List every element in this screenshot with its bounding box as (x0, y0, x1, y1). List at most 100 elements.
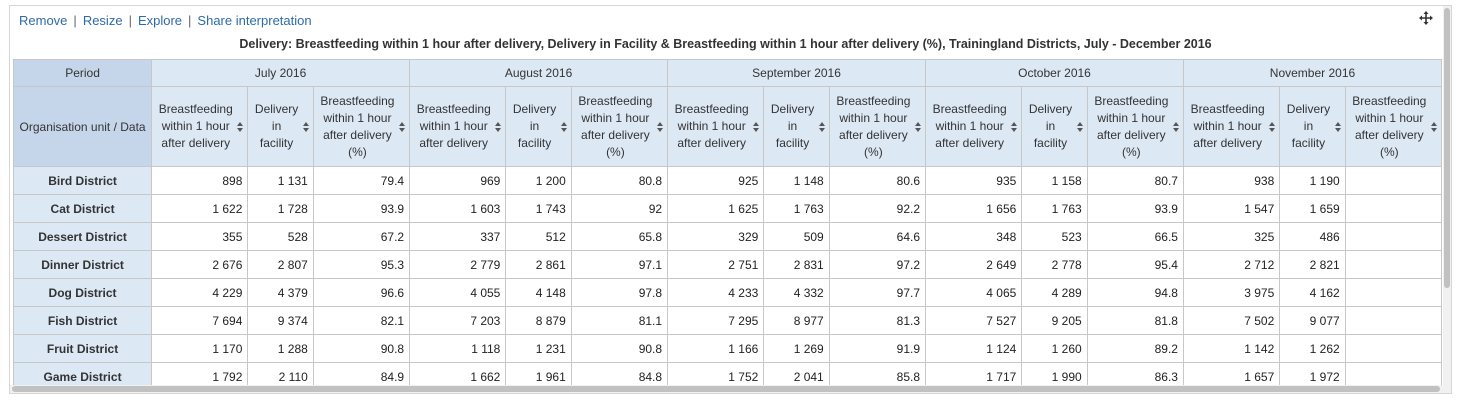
value-cell[interactable] (1344, 362, 1442, 385)
sort-icon[interactable] (657, 121, 664, 132)
value-cell[interactable]: 80.8 (570, 166, 669, 195)
sort-icon[interactable] (1269, 121, 1276, 132)
breastfeeding-percent-header[interactable]: Breastfeeding within 1 hour after delivery… (1086, 86, 1184, 167)
value-cell[interactable]: 4 332 (763, 278, 830, 307)
value-cell[interactable] (1344, 222, 1442, 251)
breastfeeding-header[interactable]: Breastfeeding within 1 hour after delivery (151, 86, 249, 167)
value-cell[interactable]: 82.1 (312, 306, 411, 335)
explore-link[interactable]: Explore (137, 13, 183, 28)
value-cell[interactable]: 1 603 (409, 194, 507, 223)
breastfeeding-percent-header[interactable]: Breastfeeding within 1 hour after delivery… (828, 86, 927, 167)
sort-icon[interactable] (1334, 121, 1341, 132)
value-cell[interactable]: 90.8 (570, 334, 669, 363)
value-cell[interactable]: 348 (925, 222, 1023, 251)
breastfeeding-header[interactable]: Breastfeeding within 1 hour after delivery (925, 86, 1023, 167)
value-cell[interactable]: 97.1 (570, 250, 669, 279)
value-cell[interactable]: 1 728 (247, 194, 314, 223)
value-cell[interactable]: 4 055 (409, 278, 507, 307)
value-cell[interactable]: 84.9 (312, 362, 411, 385)
breastfeeding-header[interactable]: Breastfeeding within 1 hour after delivery (667, 86, 765, 167)
sort-icon[interactable] (818, 121, 825, 132)
value-cell[interactable]: 512 (505, 222, 572, 251)
value-cell[interactable]: 2 778 (1021, 250, 1088, 279)
value-cell[interactable]: 523 (1021, 222, 1088, 251)
value-cell[interactable]: 486 (1279, 222, 1346, 251)
value-cell[interactable]: 7 694 (151, 306, 249, 335)
value-cell[interactable]: 4 289 (1021, 278, 1088, 307)
value-cell[interactable]: 4 148 (505, 278, 572, 307)
value-cell[interactable]: 1 743 (505, 194, 572, 223)
sort-icon[interactable] (915, 121, 922, 132)
value-cell[interactable]: 1 262 (1279, 334, 1346, 363)
value-cell[interactable]: 1 118 (409, 334, 507, 363)
value-cell[interactable]: 337 (409, 222, 507, 251)
value-cell[interactable]: 1 657 (1182, 362, 1281, 385)
scrollbar-thumb[interactable] (12, 386, 1440, 392)
value-cell[interactable]: 329 (667, 222, 765, 251)
value-cell[interactable]: 92 (570, 194, 669, 223)
value-cell[interactable]: 1 990 (1021, 362, 1088, 385)
value-cell[interactable]: 1 752 (667, 362, 765, 385)
value-cell[interactable]: 1 961 (505, 362, 572, 385)
value-cell[interactable] (1344, 166, 1442, 195)
move-arrows-icon[interactable] (1419, 11, 1433, 25)
sort-icon[interactable] (1076, 121, 1083, 132)
value-cell[interactable]: 1 158 (1021, 166, 1088, 195)
value-cell[interactable]: 1 662 (409, 362, 507, 385)
value-cell[interactable]: 94.8 (1086, 278, 1184, 307)
sort-icon[interactable] (237, 121, 244, 132)
sort-icon[interactable] (1431, 121, 1437, 132)
value-cell[interactable]: 2 831 (763, 250, 830, 279)
value-cell[interactable]: 93.9 (312, 194, 411, 223)
value-cell[interactable]: 2 751 (667, 250, 765, 279)
value-cell[interactable]: 1 260 (1021, 334, 1088, 363)
breastfeeding-percent-header[interactable]: Breastfeeding within 1 hour after delivery… (312, 86, 411, 167)
sort-icon[interactable] (1172, 121, 1179, 132)
delivery-in-facility-header[interactable]: Delivery in facility (1279, 86, 1346, 167)
value-cell[interactable]: 1 142 (1182, 334, 1281, 363)
value-cell[interactable]: 1 622 (151, 194, 249, 223)
value-cell[interactable]: 1 200 (505, 166, 572, 195)
value-cell[interactable]: 7 527 (925, 306, 1023, 335)
sort-icon[interactable] (560, 121, 567, 132)
value-cell[interactable]: 1 166 (667, 334, 765, 363)
value-cell[interactable]: 7 203 (409, 306, 507, 335)
value-cell[interactable]: 4 065 (925, 278, 1023, 307)
value-cell[interactable]: 91.9 (828, 334, 927, 363)
value-cell[interactable]: 67.2 (312, 222, 411, 251)
value-cell[interactable]: 9 077 (1279, 306, 1346, 335)
value-cell[interactable]: 2 779 (409, 250, 507, 279)
remove-link[interactable]: Remove (19, 13, 68, 28)
breastfeeding-percent-header[interactable]: Breastfeeding within 1 hour after delivery… (1344, 86, 1442, 167)
value-cell[interactable]: 1 656 (925, 194, 1023, 223)
value-cell[interactable]: 969 (409, 166, 507, 195)
value-cell[interactable]: 2 110 (247, 362, 314, 385)
value-cell[interactable]: 1 792 (151, 362, 249, 385)
value-cell[interactable]: 1 763 (763, 194, 830, 223)
value-cell[interactable]: 89.2 (1086, 334, 1184, 363)
value-cell[interactable]: 66.5 (1086, 222, 1184, 251)
value-cell[interactable]: 1 131 (247, 166, 314, 195)
value-cell[interactable]: 90.8 (312, 334, 411, 363)
value-cell[interactable]: 2 712 (1182, 250, 1281, 279)
share-interpretation-link[interactable]: Share interpretation (197, 13, 312, 28)
value-cell[interactable]: 65.8 (570, 222, 669, 251)
value-cell[interactable]: 4 233 (667, 278, 765, 307)
value-cell[interactable]: 9 374 (247, 306, 314, 335)
value-cell[interactable]: 81.1 (570, 306, 669, 335)
value-cell[interactable]: 3 975 (1182, 278, 1281, 307)
value-cell[interactable]: 4 229 (151, 278, 249, 307)
value-cell[interactable]: 64.6 (828, 222, 927, 251)
value-cell[interactable]: 8 879 (505, 306, 572, 335)
value-cell[interactable]: 325 (1182, 222, 1281, 251)
value-cell[interactable]: 84.8 (570, 362, 669, 385)
scrollbar-thumb[interactable] (1444, 8, 1450, 288)
value-cell[interactable]: 7 502 (1182, 306, 1281, 335)
horizontal-scrollbar[interactable] (10, 385, 1445, 393)
value-cell[interactable]: 1 659 (1279, 194, 1346, 223)
value-cell[interactable]: 2 807 (247, 250, 314, 279)
value-cell[interactable]: 935 (925, 166, 1023, 195)
value-cell[interactable]: 1 190 (1279, 166, 1346, 195)
delivery-in-facility-header[interactable]: Delivery in facility (763, 86, 830, 167)
value-cell[interactable] (1344, 334, 1442, 363)
